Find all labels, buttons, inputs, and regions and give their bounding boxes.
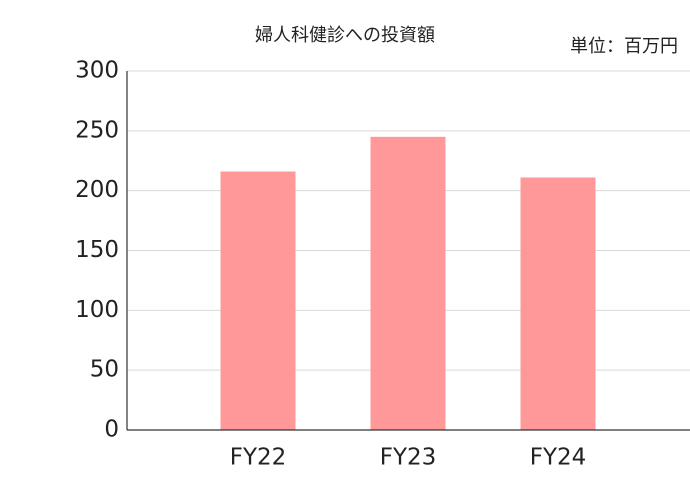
y-tick-label: 300: [75, 58, 119, 84]
y-tick-label: 0: [104, 417, 119, 443]
chart-title: 婦人科健診への投資額: [255, 25, 435, 46]
y-tick-label: 50: [90, 357, 119, 383]
bar: [370, 136, 446, 431]
y-tick-label: 200: [75, 177, 119, 203]
x-tick-label: FY23: [380, 445, 437, 471]
x-tick-label: FY22: [230, 445, 287, 471]
bar: [220, 171, 296, 430]
y-tick-label: 250: [75, 117, 119, 143]
y-tick-label: 100: [75, 297, 119, 323]
bar: [520, 177, 596, 430]
y-tick-label: 150: [75, 237, 119, 263]
x-tick-label: FY24: [530, 445, 587, 471]
unit-label: 単位：百万円: [570, 36, 678, 57]
